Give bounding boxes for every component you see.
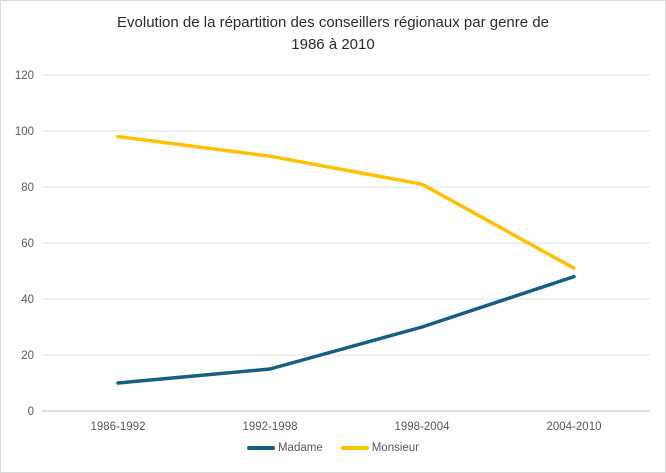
series-line-monsieur (116, 134, 576, 270)
chart-title-line2: 1986 à 2010 (291, 36, 375, 53)
legend-label: Madame (277, 442, 323, 454)
x-tick-label: 2004-2010 (547, 421, 602, 433)
chart-title: Evolution de la répartition des conseill… (1, 12, 665, 56)
legend-label: Monsieur (371, 442, 420, 454)
y-tick-label: 100 (15, 126, 34, 138)
y-tick-label: 80 (21, 182, 34, 194)
x-tick-label: 1986-1992 (91, 421, 146, 433)
legend-swatch-madame (246, 446, 275, 450)
y-tick-label: 40 (21, 294, 34, 306)
y-tick-label: 60 (21, 238, 34, 250)
legend-swatch-monsieur (340, 446, 369, 450)
chart-title-line1: Evolution de la répartition des conseill… (117, 14, 549, 31)
y-tick-label: 120 (15, 70, 34, 82)
y-tick-label: 0 (28, 406, 34, 418)
y-tick-label: 20 (21, 350, 34, 362)
legend-item-monsieur: Monsieur (340, 442, 420, 454)
x-tick-label: 1992-1998 (243, 421, 298, 433)
x-tick-label: 1998-2004 (395, 421, 451, 433)
series-line-madame (116, 274, 576, 385)
legend-item-madame: Madame (246, 442, 323, 454)
chart-legend: Madame Monsieur (1, 442, 665, 454)
